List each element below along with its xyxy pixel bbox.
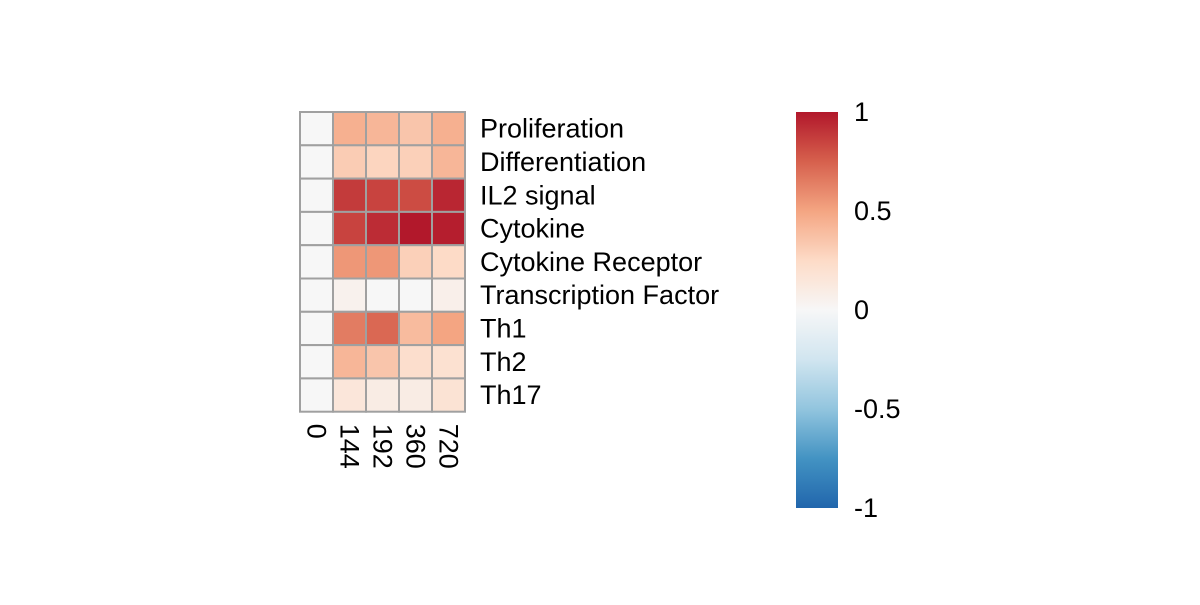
heatmap-cell bbox=[332, 344, 367, 380]
heatmap-cell bbox=[398, 244, 433, 280]
legend-tick-label: -0.5 bbox=[854, 394, 901, 424]
row-label: Th17 bbox=[480, 380, 542, 410]
heatmap-cell bbox=[431, 144, 466, 180]
heatmap-cell bbox=[431, 377, 466, 413]
column-labels: 0 144 192 360 720 bbox=[302, 424, 464, 469]
heatmap-cell bbox=[398, 210, 433, 247]
heatmap-cell bbox=[431, 111, 466, 147]
row-label: Differentiation bbox=[480, 147, 646, 177]
row-label: Th1 bbox=[480, 313, 527, 343]
column-label: 360 bbox=[401, 424, 431, 469]
column-label: 720 bbox=[434, 424, 464, 469]
heatmap-cell bbox=[299, 344, 334, 380]
heatmap-cell bbox=[299, 177, 334, 213]
row-label: IL2 signal bbox=[480, 180, 596, 210]
heatmap-cell bbox=[299, 277, 334, 313]
heatmap-cell bbox=[398, 111, 433, 147]
heatmap-cell bbox=[398, 310, 433, 347]
heatmap-cell bbox=[365, 144, 400, 180]
heatmap-cell bbox=[431, 277, 466, 313]
heatmap-cell bbox=[398, 144, 433, 180]
row-label: Cytokine bbox=[480, 214, 585, 244]
heatmap-cell bbox=[332, 310, 367, 347]
heatmap-cell bbox=[299, 210, 334, 247]
heatmap-cell bbox=[431, 210, 466, 247]
heatmap-cell bbox=[398, 344, 433, 380]
heatmap-cell bbox=[332, 210, 367, 247]
column-label: 0 bbox=[302, 424, 332, 439]
heatmap-cell bbox=[332, 144, 367, 180]
heatmap-cell bbox=[332, 277, 367, 313]
color-legend-ticks: 1 0.5 0 -0.5 -1 bbox=[854, 97, 901, 523]
heatmap-cell bbox=[299, 310, 334, 347]
row-label: Proliferation bbox=[480, 114, 624, 144]
column-label: 144 bbox=[335, 424, 365, 469]
column-label: 192 bbox=[368, 424, 398, 469]
heatmap-cell bbox=[332, 111, 367, 147]
heatmap-cell bbox=[299, 111, 334, 147]
color-legend: 1 0.5 0 -0.5 -1 bbox=[796, 97, 901, 523]
row-label: Transcription Factor bbox=[480, 280, 719, 310]
legend-tick-label: 1 bbox=[854, 97, 869, 127]
heatmap-cell bbox=[299, 244, 334, 280]
row-label: Th2 bbox=[480, 347, 527, 377]
legend-tick-label: 0 bbox=[854, 295, 869, 325]
heatmap-cell bbox=[431, 344, 466, 380]
heatmap-cell bbox=[365, 344, 400, 380]
heatmap-cell bbox=[398, 177, 433, 213]
heatmap-cell bbox=[365, 111, 400, 147]
heatmap-cell bbox=[398, 277, 433, 313]
heatmap-cell bbox=[332, 244, 367, 280]
heatmap-cell bbox=[431, 177, 466, 213]
row-label: Cytokine Receptor bbox=[480, 247, 702, 277]
heatmap-cell bbox=[365, 277, 400, 313]
heatmap-cell bbox=[365, 310, 400, 347]
heatmap-cell bbox=[332, 177, 367, 213]
legend-tick-label: -1 bbox=[854, 493, 878, 523]
heatmap-cell bbox=[299, 377, 334, 413]
heatmap-cell bbox=[365, 244, 400, 280]
heatmap-cell bbox=[332, 377, 367, 413]
legend-tick-label: 0.5 bbox=[854, 196, 892, 226]
heatmap-cell bbox=[299, 144, 334, 180]
color-legend-bar bbox=[796, 112, 838, 508]
heatmap-cell bbox=[398, 377, 433, 413]
heatmap-cell bbox=[365, 177, 400, 213]
heatmap-cell bbox=[431, 244, 466, 280]
heatmap-cells bbox=[299, 111, 466, 413]
heatmap-cell bbox=[365, 377, 400, 413]
heatmap-cell bbox=[431, 310, 466, 347]
heatmap-cell bbox=[365, 210, 400, 247]
